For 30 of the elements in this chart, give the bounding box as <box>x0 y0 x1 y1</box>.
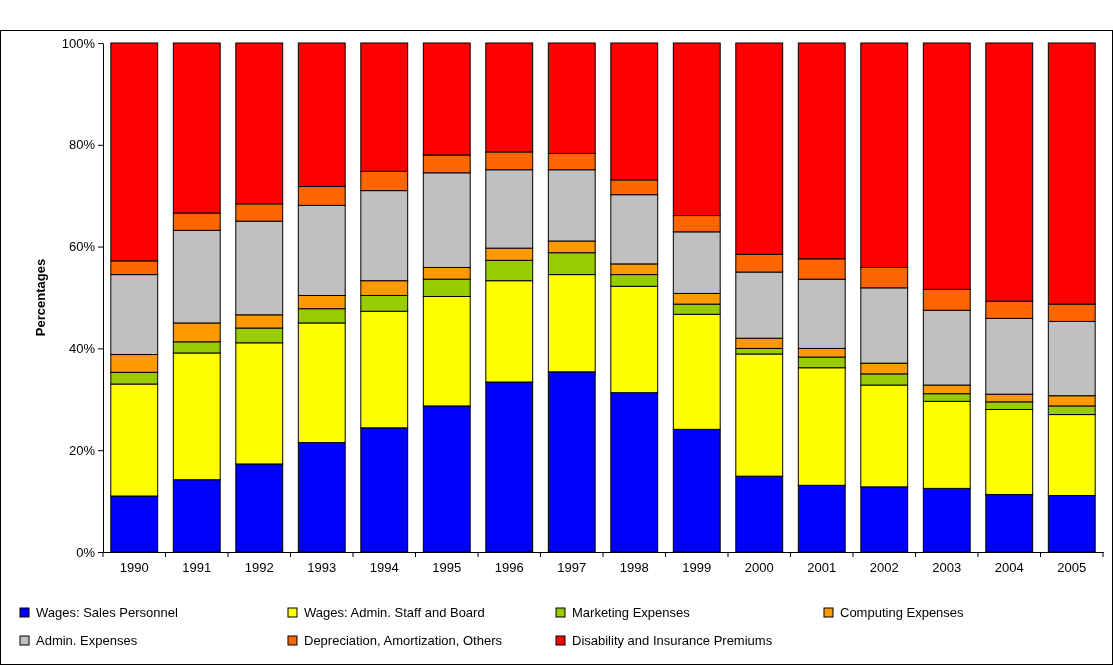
legend-label: Marketing Expenses <box>572 605 691 620</box>
y-tick-label: 20% <box>68 442 96 458</box>
y-tick-label: 40% <box>68 341 96 357</box>
legend-label: Depreciation, Amortization, Others <box>304 633 503 648</box>
x-tick-label: 2003 <box>932 559 962 575</box>
y-tick-label: 0% <box>76 544 96 560</box>
legend-label: Disability and Insurance Premiums <box>572 633 773 648</box>
x-tick-label: 1993 <box>307 559 337 575</box>
y-tick-label: 100% <box>61 35 96 51</box>
x-tick-label: 1997 <box>557 559 587 575</box>
y-axis-title: Percentages <box>33 258 48 337</box>
x-tick-label: 1990 <box>119 559 149 575</box>
x-tick-label: 1994 <box>369 559 399 575</box>
x-tick-label: 1992 <box>244 559 274 575</box>
x-tick-label: 2000 <box>744 559 774 575</box>
legend-label: Wages: Sales Personnel <box>36 605 178 620</box>
x-tick-label: 1991 <box>182 559 212 575</box>
x-tick-label: 2002 <box>869 559 899 575</box>
y-tick-label: 60% <box>68 239 96 255</box>
x-tick-label: 2001 <box>807 559 837 575</box>
legend-label: Admin. Expenses <box>36 633 138 648</box>
x-tick-label: 1995 <box>432 559 462 575</box>
x-tick-label: 2005 <box>1057 559 1087 575</box>
x-tick-label: 1996 <box>494 559 524 575</box>
x-tick-label: 1999 <box>682 559 712 575</box>
legend-label: Computing Expenses <box>840 605 965 620</box>
x-tick-label: 1998 <box>619 559 649 575</box>
legend-label: Wages: Admin. Staff and Board <box>304 605 485 620</box>
x-tick-label: 2004 <box>994 559 1024 575</box>
y-tick-label: 80% <box>68 137 96 153</box>
